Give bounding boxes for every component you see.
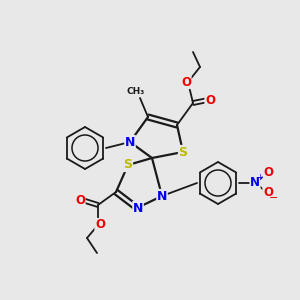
Text: O: O xyxy=(75,194,85,206)
Text: N: N xyxy=(157,190,167,202)
Text: O: O xyxy=(263,167,273,179)
Text: +: + xyxy=(256,173,263,182)
Text: O: O xyxy=(205,94,215,106)
Text: N: N xyxy=(250,176,260,190)
Text: CH₃: CH₃ xyxy=(127,88,145,97)
Text: O: O xyxy=(95,218,105,232)
Text: S: S xyxy=(178,146,188,158)
Text: −: − xyxy=(269,193,279,203)
Text: S: S xyxy=(124,158,133,172)
Text: N: N xyxy=(133,202,143,214)
Text: O: O xyxy=(263,187,273,200)
Text: O: O xyxy=(181,76,191,88)
Text: N: N xyxy=(125,136,135,148)
